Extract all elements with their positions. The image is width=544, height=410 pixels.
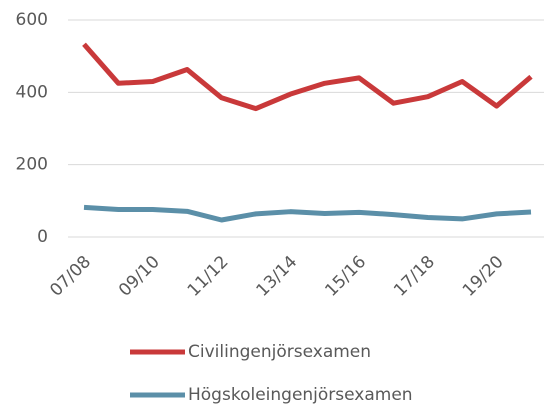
- legend-label: Civilingenjörsexamen: [188, 342, 371, 362]
- x-tick-label: 15/16: [321, 252, 370, 301]
- y-tick-label: 200: [16, 155, 48, 175]
- y-tick-label: 600: [16, 10, 48, 30]
- line: [82, 42, 533, 112]
- y-tick-label: 400: [16, 82, 48, 102]
- x-tick-label: 17/18: [390, 252, 439, 301]
- x-tick-label: 19/20: [459, 252, 508, 301]
- x-tick-label: 09/10: [115, 252, 164, 301]
- line: [83, 204, 532, 223]
- x-tick-label: 13/14: [253, 252, 302, 301]
- x-tick-label: 11/12: [184, 252, 233, 301]
- y-tick-label: 0: [37, 227, 48, 247]
- legend-label: Högskoleingenjörsexamen: [188, 385, 413, 405]
- x-tick-label: 07/08: [46, 252, 95, 301]
